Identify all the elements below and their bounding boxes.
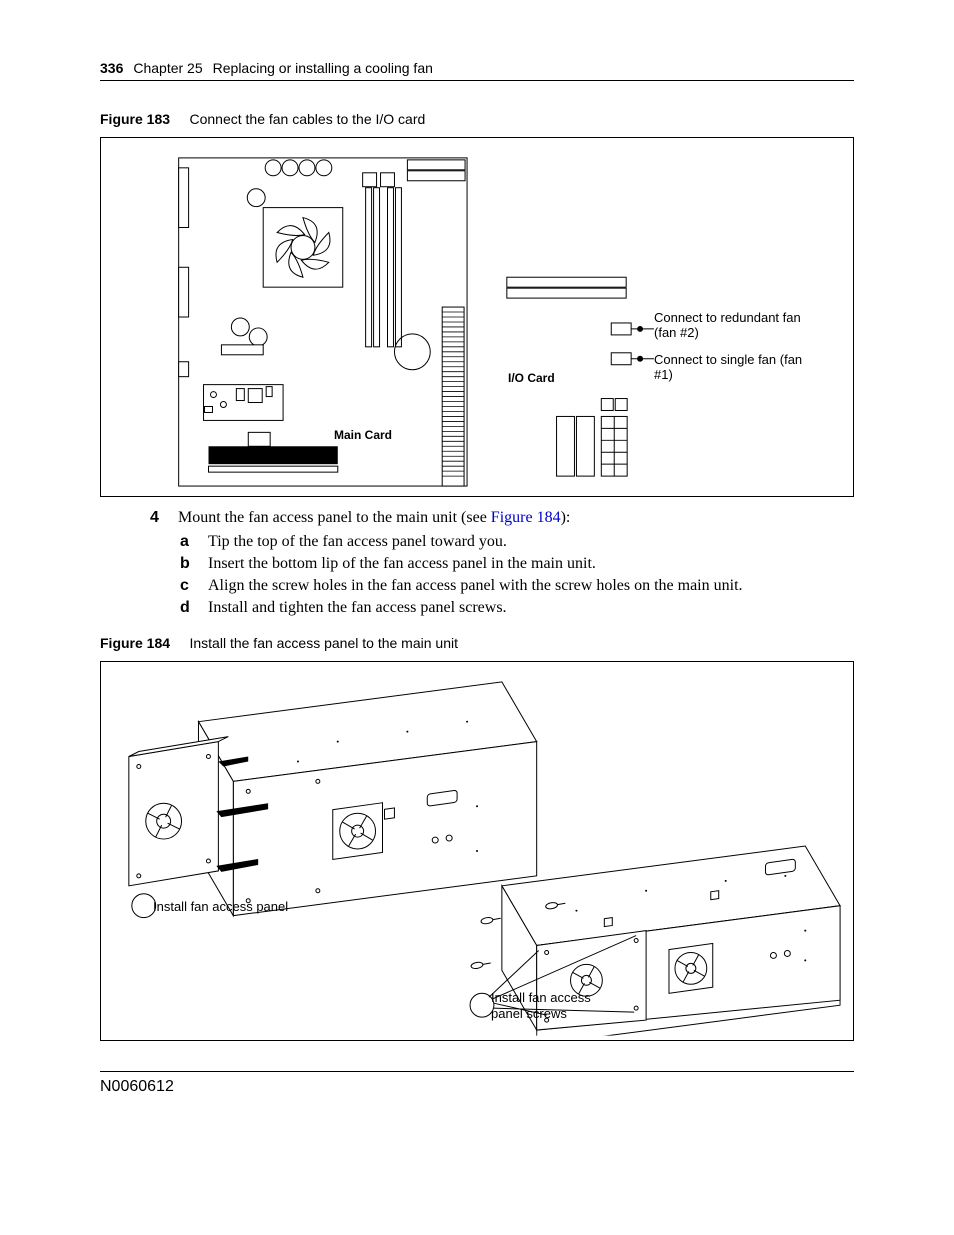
figure-183-diagram: Main Card I/O Card Connect to redundant … [100,137,854,497]
label-install-screws-l2: panel screws [491,1006,567,1021]
substep-d-text: Install and tighten the fan access panel… [208,599,507,617]
label-single-fan: Connect to single fan (fan #1) [654,352,804,382]
substep-c-letter: c [180,577,194,595]
label-install-screws-l1: Install fan access [491,990,591,1005]
figure-184-diagram: Install fan access panel Install fan acc… [100,661,854,1041]
figure-184-caption: Figure 184 Install the fan access panel … [100,635,854,651]
chapter-title: Replacing or installing a cooling fan [213,60,433,76]
substep-d-letter: d [180,599,194,617]
figure-184-number: Figure 184 [100,635,170,651]
chapter-label: Chapter 25 [133,60,202,76]
substep-c: c Align the screw holes in the fan acces… [180,577,854,595]
substep-b-text: Insert the bottom lip of the fan access … [208,555,596,573]
label-redundant-fan: Connect to redundant fan (fan #2) [654,310,804,340]
figure-184-text: Install the fan access panel to the main… [189,635,458,651]
substep-a: a Tip the top of the fan access panel to… [180,533,854,551]
step-4-number: 4 [150,509,164,527]
substep-b-letter: b [180,555,194,573]
page-header: 336 Chapter 25 Replacing or installing a… [100,60,854,81]
substep-d: d Install and tighten the fan access pan… [180,599,854,617]
substep-b: b Insert the bottom lip of the fan acces… [180,555,854,573]
label-install-panel: Install fan access panel [153,899,288,914]
figure-183-number: Figure 183 [100,111,170,127]
page-number: 336 [100,60,123,76]
step-4-text: Mount the fan access panel to the main u… [178,509,570,527]
label-io-card: I/O Card [508,371,555,385]
figure-184-link[interactable]: Figure 184 [491,509,561,526]
label-main-card: Main Card [334,428,392,442]
step-4-before: Mount the fan access panel to the main u… [178,509,491,526]
step-4: 4 Mount the fan access panel to the main… [150,509,854,527]
substep-c-text: Align the screw holes in the fan access … [208,577,743,595]
substep-a-letter: a [180,533,194,551]
document-number: N0060612 [100,1078,174,1095]
substep-a-text: Tip the top of the fan access panel towa… [208,533,507,551]
page-footer: N0060612 [100,1071,854,1096]
step-4-after: ): [561,509,571,526]
figure-183-caption: Figure 183 Connect the fan cables to the… [100,111,854,127]
figure-183-text: Connect the fan cables to the I/O card [189,111,425,127]
